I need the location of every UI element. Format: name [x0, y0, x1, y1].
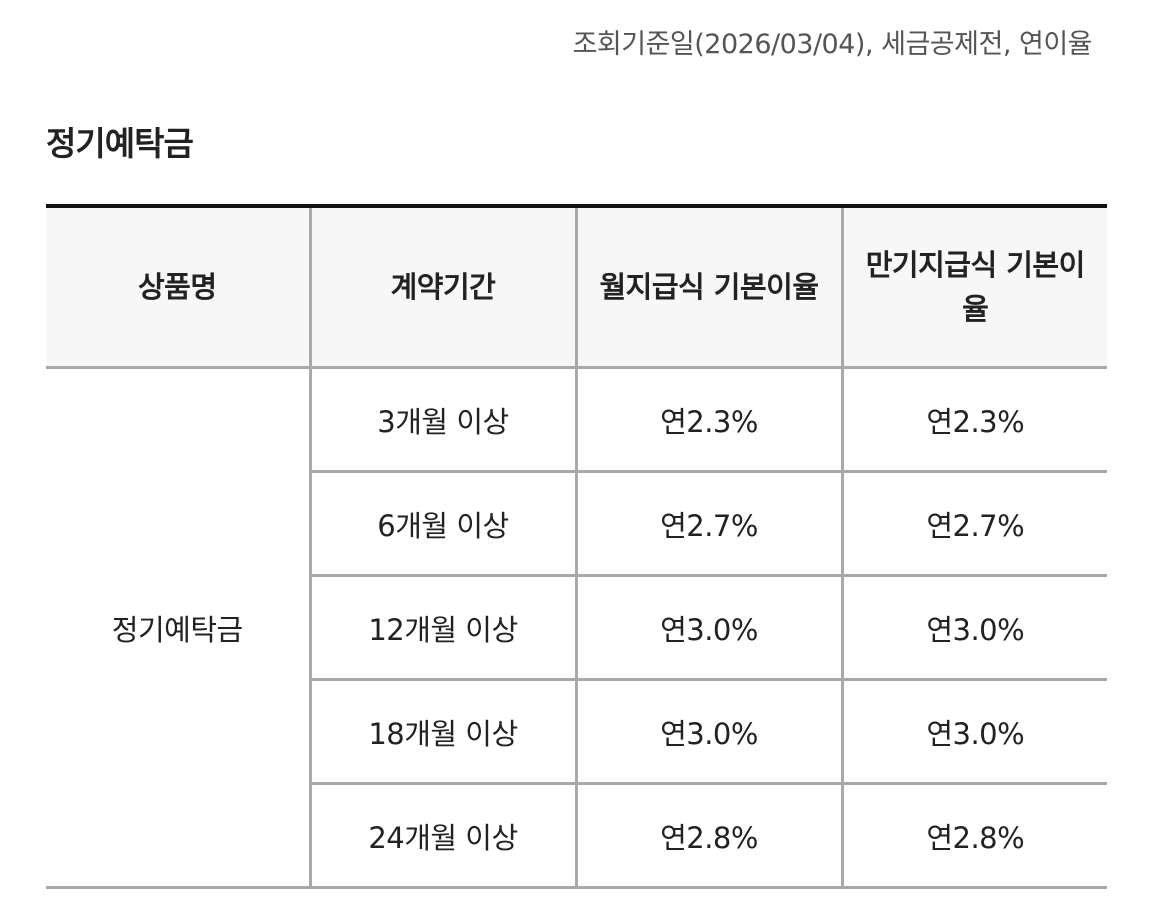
- table-row: 6개월 이상 연2.7% 연2.7%: [46, 471, 1107, 577]
- period-cell: 24개월 이상: [308, 783, 576, 889]
- interest-rate-table: 상품명 계약기간 월지급식 기본이율 만기지급식 기본이율 정기예탁금 3개월 …: [46, 204, 1107, 889]
- monthly-rate-cell: 연2.3%: [574, 367, 842, 473]
- table-body: 정기예탁금 3개월 이상 연2.3% 연2.3% 6개월 이상 연2.7% 연2…: [46, 367, 1107, 889]
- table-row: 정기예탁금 3개월 이상 연2.3% 연2.3%: [46, 367, 1107, 889]
- monthly-rate-cell: 연2.7%: [574, 471, 842, 577]
- table-row: 18개월 이상 연3.0% 연3.0%: [46, 679, 1107, 785]
- period-cell: 18개월 이상: [308, 679, 576, 785]
- maturity-rate-cell: 연2.8%: [840, 783, 1107, 889]
- maturity-rate-cell: 연2.7%: [840, 471, 1107, 577]
- period-cell: 3개월 이상: [308, 367, 576, 473]
- section-title: 정기예탁금: [46, 124, 194, 163]
- period-cell: 12개월 이상: [308, 575, 576, 681]
- header-product-name: 상품명: [46, 206, 310, 369]
- maturity-rate-cell: 연3.0%: [840, 679, 1107, 785]
- monthly-rate-cell: 연2.8%: [574, 783, 842, 889]
- header-row: 상품명 계약기간 월지급식 기본이율 만기지급식 기본이율: [46, 206, 1107, 369]
- table-row: 12개월 이상 연3.0% 연3.0%: [46, 575, 1107, 681]
- header-monthly-rate: 월지급식 기본이율: [574, 206, 842, 369]
- reference-date-notice: 조회기준일(2026/03/04), 세금공제전, 연이율: [572, 29, 1093, 60]
- header-maturity-rate: 만기지급식 기본이율: [840, 206, 1107, 369]
- monthly-rate-cell: 연3.0%: [574, 575, 842, 681]
- header-contract-period: 계약기간: [308, 206, 576, 369]
- maturity-rate-cell: 연2.3%: [840, 367, 1107, 473]
- product-name-cell: 정기예탁금: [46, 367, 310, 889]
- maturity-rate-cell: 연3.0%: [840, 575, 1107, 681]
- monthly-rate-cell: 연3.0%: [574, 679, 842, 785]
- table-row: 24개월 이상 연2.8% 연2.8%: [46, 783, 1107, 889]
- table-header: 상품명 계약기간 월지급식 기본이율 만기지급식 기본이율: [46, 206, 1107, 369]
- period-cell: 6개월 이상: [308, 471, 576, 577]
